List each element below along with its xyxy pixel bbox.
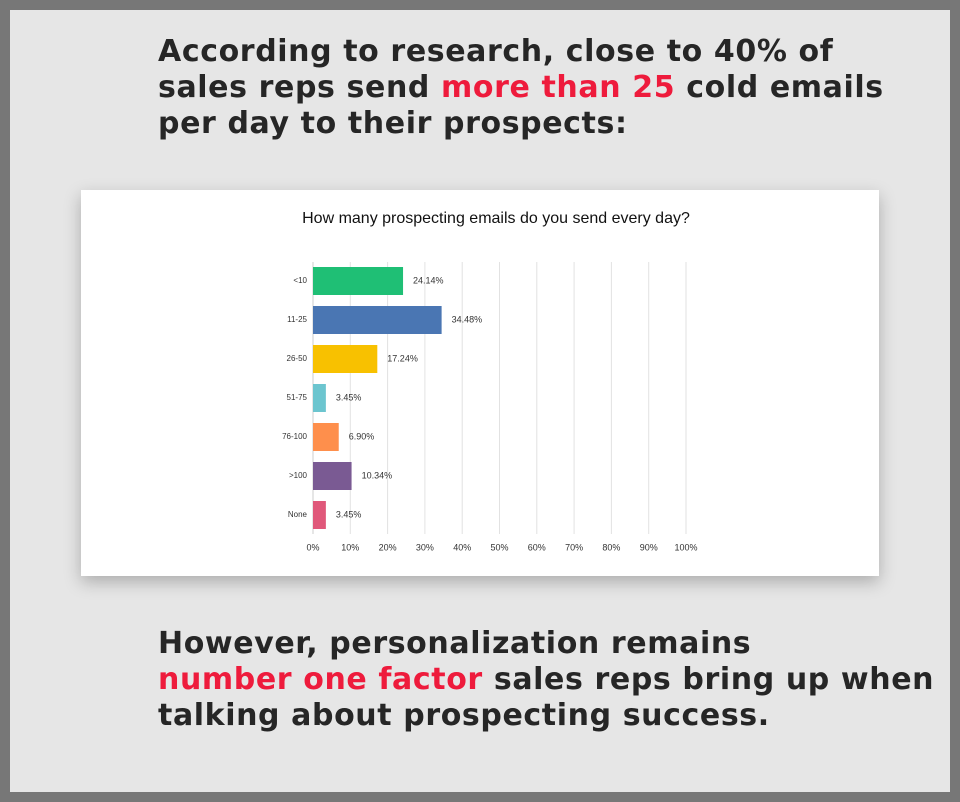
text-segment: sales reps send — [158, 70, 442, 105]
text-line: talking about prospecting success. — [158, 698, 934, 734]
text-segment: more than 25 — [441, 70, 676, 105]
text-line: According to research, close to 40% of — [158, 34, 884, 70]
chart-card: How many prospecting emails do you send … — [81, 190, 879, 576]
text-segment: cold emails — [675, 70, 884, 105]
text-segment: sales reps bring up when — [482, 662, 935, 697]
bar — [313, 462, 352, 490]
value-label: 6.90% — [349, 431, 375, 441]
bar — [313, 384, 326, 412]
x-tick-label: 0% — [306, 542, 319, 552]
x-tick-label: 100% — [674, 542, 697, 552]
y-tick-label: 26-50 — [287, 354, 308, 363]
chart: How many prospecting emails do you send … — [282, 210, 697, 552]
x-tick-label: 30% — [416, 542, 434, 552]
value-label: 3.45% — [336, 392, 362, 402]
x-tick-label: 50% — [490, 542, 508, 552]
value-label: 10.34% — [362, 470, 393, 480]
x-tick-label: 40% — [453, 542, 471, 552]
text-segment: talking about prospecting success. — [158, 698, 770, 733]
x-tick-label: 10% — [341, 542, 359, 552]
value-label: 17.24% — [387, 353, 418, 363]
text-line: sales reps send more than 25 cold emails — [158, 70, 884, 106]
bar — [313, 345, 378, 373]
y-tick-label: 51-75 — [287, 393, 308, 402]
y-tick-label: <10 — [293, 276, 307, 285]
x-tick-label: 90% — [640, 542, 658, 552]
y-tick-label: 11-25 — [287, 315, 307, 324]
text-segment: per day to their prospects: — [158, 106, 628, 141]
y-tick-label: >100 — [289, 471, 308, 480]
y-tick-label: None — [288, 510, 308, 519]
x-tick-label: 60% — [528, 542, 546, 552]
bar — [313, 306, 442, 334]
bar — [313, 267, 404, 295]
text-segment: number one factor — [158, 662, 483, 697]
text-line: number one factor sales reps bring up wh… — [158, 662, 934, 698]
chart-title: How many prospecting emails do you send … — [302, 210, 690, 227]
value-label: 34.48% — [452, 314, 483, 324]
bar — [313, 423, 339, 451]
x-tick-label: 70% — [565, 542, 583, 552]
bar — [313, 501, 326, 529]
footer: However, personalization remains number o… — [158, 626, 934, 734]
y-tick-label: 76-100 — [282, 432, 307, 441]
text-line: per day to their prospects: — [158, 106, 884, 142]
x-tick-label: 20% — [379, 542, 397, 552]
text-segment: However, personalization remains — [158, 626, 752, 661]
value-label: 3.45% — [336, 509, 362, 519]
text-line: However, personalization remains — [158, 626, 934, 662]
text-segment: According to research, close to 40% of — [158, 34, 834, 69]
headline: According to research, close to 40% of sa… — [158, 34, 884, 142]
value-label: 24.14% — [413, 275, 444, 285]
x-tick-label: 80% — [602, 542, 620, 552]
